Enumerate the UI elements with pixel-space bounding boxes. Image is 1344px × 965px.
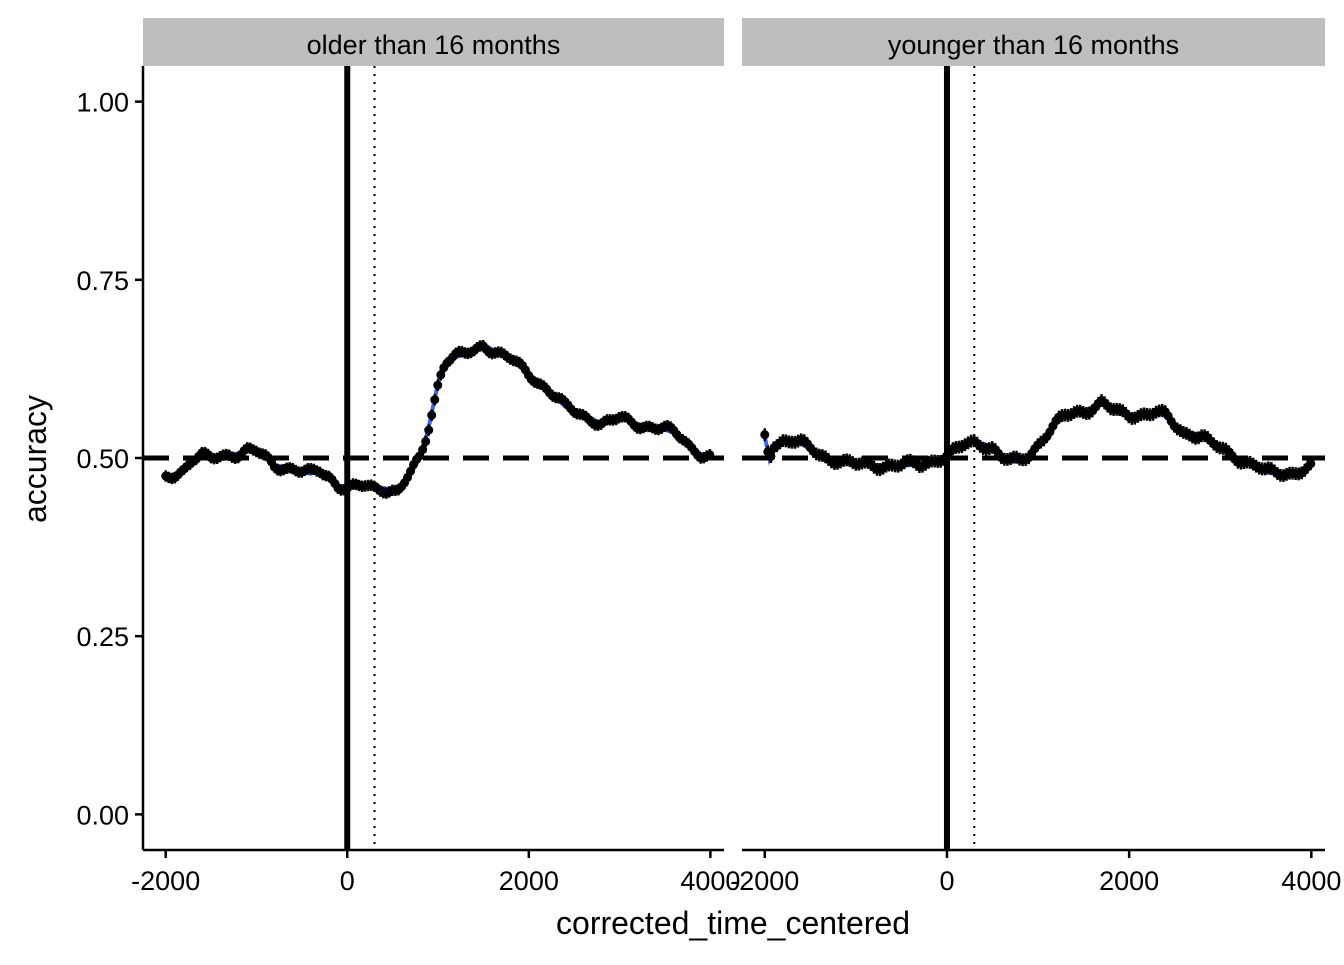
facet-strip-label: younger than 16 months <box>888 30 1179 60</box>
data-point <box>424 425 434 435</box>
panel-2 <box>742 66 1325 850</box>
y-tick-label: 0.25 <box>76 622 129 652</box>
data-point <box>766 452 776 462</box>
y-tick-label: 1.00 <box>76 88 129 118</box>
y-tick-label: 0.00 <box>76 800 129 830</box>
data-point <box>406 466 416 476</box>
x-tick-label: 2000 <box>1099 866 1159 896</box>
x-tick-label: -2000 <box>730 866 799 896</box>
facet-strip-bg <box>143 18 724 66</box>
y-tick-label: 0.75 <box>76 266 129 296</box>
y-tick-label: 0.50 <box>76 444 129 474</box>
data-point <box>760 430 770 440</box>
axes: -2000 0 2000 4000-2000 0 2000 40000.000.250.50… <box>76 66 1341 896</box>
data-point <box>427 410 437 420</box>
x-axis-title: corrected_time_centered <box>556 905 910 941</box>
x-tick-label: 0 <box>939 866 954 896</box>
facet-strips: older than 16 months younger than 16 mont… <box>143 18 1325 66</box>
x-tick-label: -2000 <box>131 866 200 896</box>
facet-panels <box>143 66 1325 850</box>
x-tick-label: 4000 <box>680 866 740 896</box>
x-tick-label: 0 <box>340 866 355 896</box>
data-point <box>436 370 446 380</box>
data-point <box>1306 459 1316 469</box>
x-tick-label: 2000 <box>499 866 559 896</box>
data-point <box>430 395 440 405</box>
data-point <box>421 436 431 446</box>
facet-strip-label: older than 16 months <box>307 30 561 60</box>
data-point <box>433 380 443 390</box>
panel-1 <box>143 66 724 850</box>
data-point <box>418 445 428 455</box>
facet-strip-bg <box>742 18 1325 66</box>
x-tick-label: 4000 <box>1281 866 1341 896</box>
y-axis-title: accuracy <box>17 395 53 523</box>
